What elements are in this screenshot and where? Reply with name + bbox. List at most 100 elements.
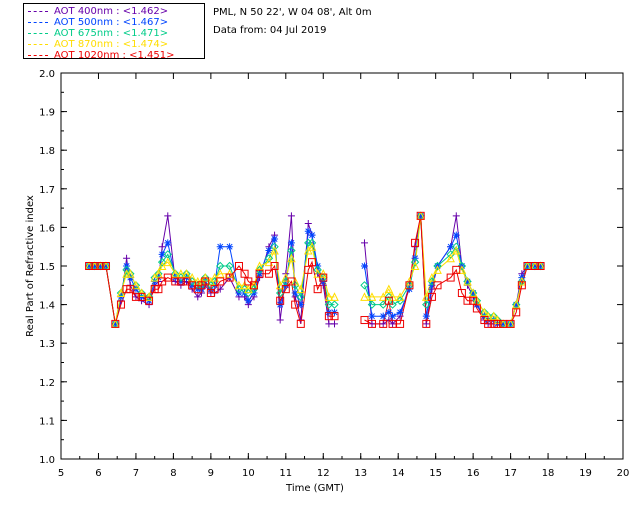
data-point	[264, 254, 274, 263]
data-point	[422, 320, 430, 328]
data-point	[123, 254, 131, 262]
y-tick-label: 1.9	[39, 108, 55, 119]
legend-item-675nm: AOT 675nm : <1.471>	[28, 28, 168, 39]
data-point	[157, 257, 167, 267]
data-point	[389, 312, 397, 320]
data-point	[291, 300, 300, 309]
data-point	[116, 300, 125, 309]
data-point	[91, 262, 99, 270]
legend-item-400nm: AOT 400nm : <1.462>	[28, 6, 168, 17]
data-point	[287, 253, 296, 263]
data-point	[210, 285, 219, 294]
data-point	[480, 307, 489, 317]
data-point	[379, 312, 387, 320]
data-point	[265, 247, 273, 255]
data-point	[484, 319, 493, 328]
data-point	[255, 265, 264, 275]
data-point	[512, 301, 520, 309]
data-point	[396, 308, 404, 316]
data-point	[176, 269, 186, 278]
data-point	[360, 281, 369, 290]
data-point	[276, 296, 285, 305]
y-tick-label: 1.0	[39, 455, 55, 466]
data-point	[270, 242, 279, 251]
data-point	[304, 220, 312, 228]
data-point	[313, 285, 322, 294]
data-point	[469, 289, 477, 297]
data-point	[330, 312, 339, 321]
x-tick-label: 11	[279, 468, 292, 479]
data-point	[255, 261, 264, 270]
y-tick-label: 1.6	[39, 223, 55, 234]
data-point	[411, 238, 420, 247]
data-point	[330, 292, 339, 301]
data-point	[101, 262, 110, 270]
data-point	[499, 320, 507, 328]
legend-label: AOT 1020nm : <1.451>	[54, 50, 175, 61]
data-point	[131, 292, 140, 301]
data-point	[396, 319, 405, 328]
data-point	[255, 269, 264, 278]
data-point	[296, 292, 305, 302]
y-tick-label: 2.0	[39, 69, 55, 80]
data-point	[395, 292, 405, 301]
data-point	[405, 281, 414, 290]
data-point	[164, 212, 172, 220]
data-point	[226, 243, 234, 251]
data-point	[194, 293, 202, 301]
data-point	[158, 250, 166, 258]
y-tick-label: 1.1	[39, 416, 55, 427]
date-info: Data from: 04 Jul 2019	[213, 25, 327, 36]
data-point	[452, 265, 461, 274]
data-point	[523, 262, 531, 270]
data-point	[385, 308, 393, 316]
x-tick-label: 6	[95, 468, 101, 479]
data-point	[427, 277, 437, 286]
y-tick-label: 1.2	[39, 378, 55, 389]
data-point	[249, 284, 259, 294]
data-point	[287, 277, 296, 286]
data-point	[307, 238, 317, 248]
data-point	[410, 261, 420, 270]
axes: 5 6 7 8 9 10 11 12 13 14 15 16 17 18 19 20 1.0 1.1 1.2 1.3 1…	[39, 69, 629, 479]
data-point	[249, 281, 258, 290]
data-point	[182, 269, 191, 278]
data-point	[331, 320, 339, 328]
data-point	[360, 239, 368, 247]
data-point	[240, 269, 249, 278]
data-point	[368, 312, 376, 320]
data-point	[379, 319, 388, 328]
data-point	[388, 300, 397, 309]
data-point	[452, 242, 461, 251]
data-point	[102, 262, 110, 270]
y-tick-label: 1.8	[39, 146, 55, 157]
data-point	[319, 273, 328, 282]
legend-swatch	[28, 54, 48, 56]
data-point	[511, 299, 521, 309]
data-point	[427, 292, 436, 301]
data-point	[324, 300, 334, 309]
data-point	[170, 269, 180, 278]
x-tick-label: 20	[617, 468, 630, 479]
data-point	[216, 277, 225, 286]
data-point	[368, 320, 376, 328]
data-point	[287, 212, 295, 220]
data-point	[512, 308, 521, 317]
data-point	[446, 253, 455, 263]
legend-item-1020nm: AOT 1020nm : <1.451>	[28, 50, 174, 61]
data-point	[536, 262, 545, 270]
data-point	[389, 320, 397, 328]
data-point	[308, 231, 316, 239]
data-point	[452, 212, 460, 220]
data-point	[457, 289, 466, 298]
data-point	[304, 227, 312, 235]
data-point	[308, 258, 317, 267]
y-tick-label: 1.3	[39, 339, 55, 350]
legend-item-870nm: AOT 870nm : <1.474>	[28, 39, 168, 50]
y-tick-label: 1.4	[39, 301, 55, 312]
legend-item-500nm: AOT 500nm : <1.467>	[28, 17, 168, 28]
data-point	[457, 261, 467, 271]
data-point	[506, 319, 515, 328]
data-point	[384, 284, 394, 294]
data-point	[96, 262, 104, 270]
